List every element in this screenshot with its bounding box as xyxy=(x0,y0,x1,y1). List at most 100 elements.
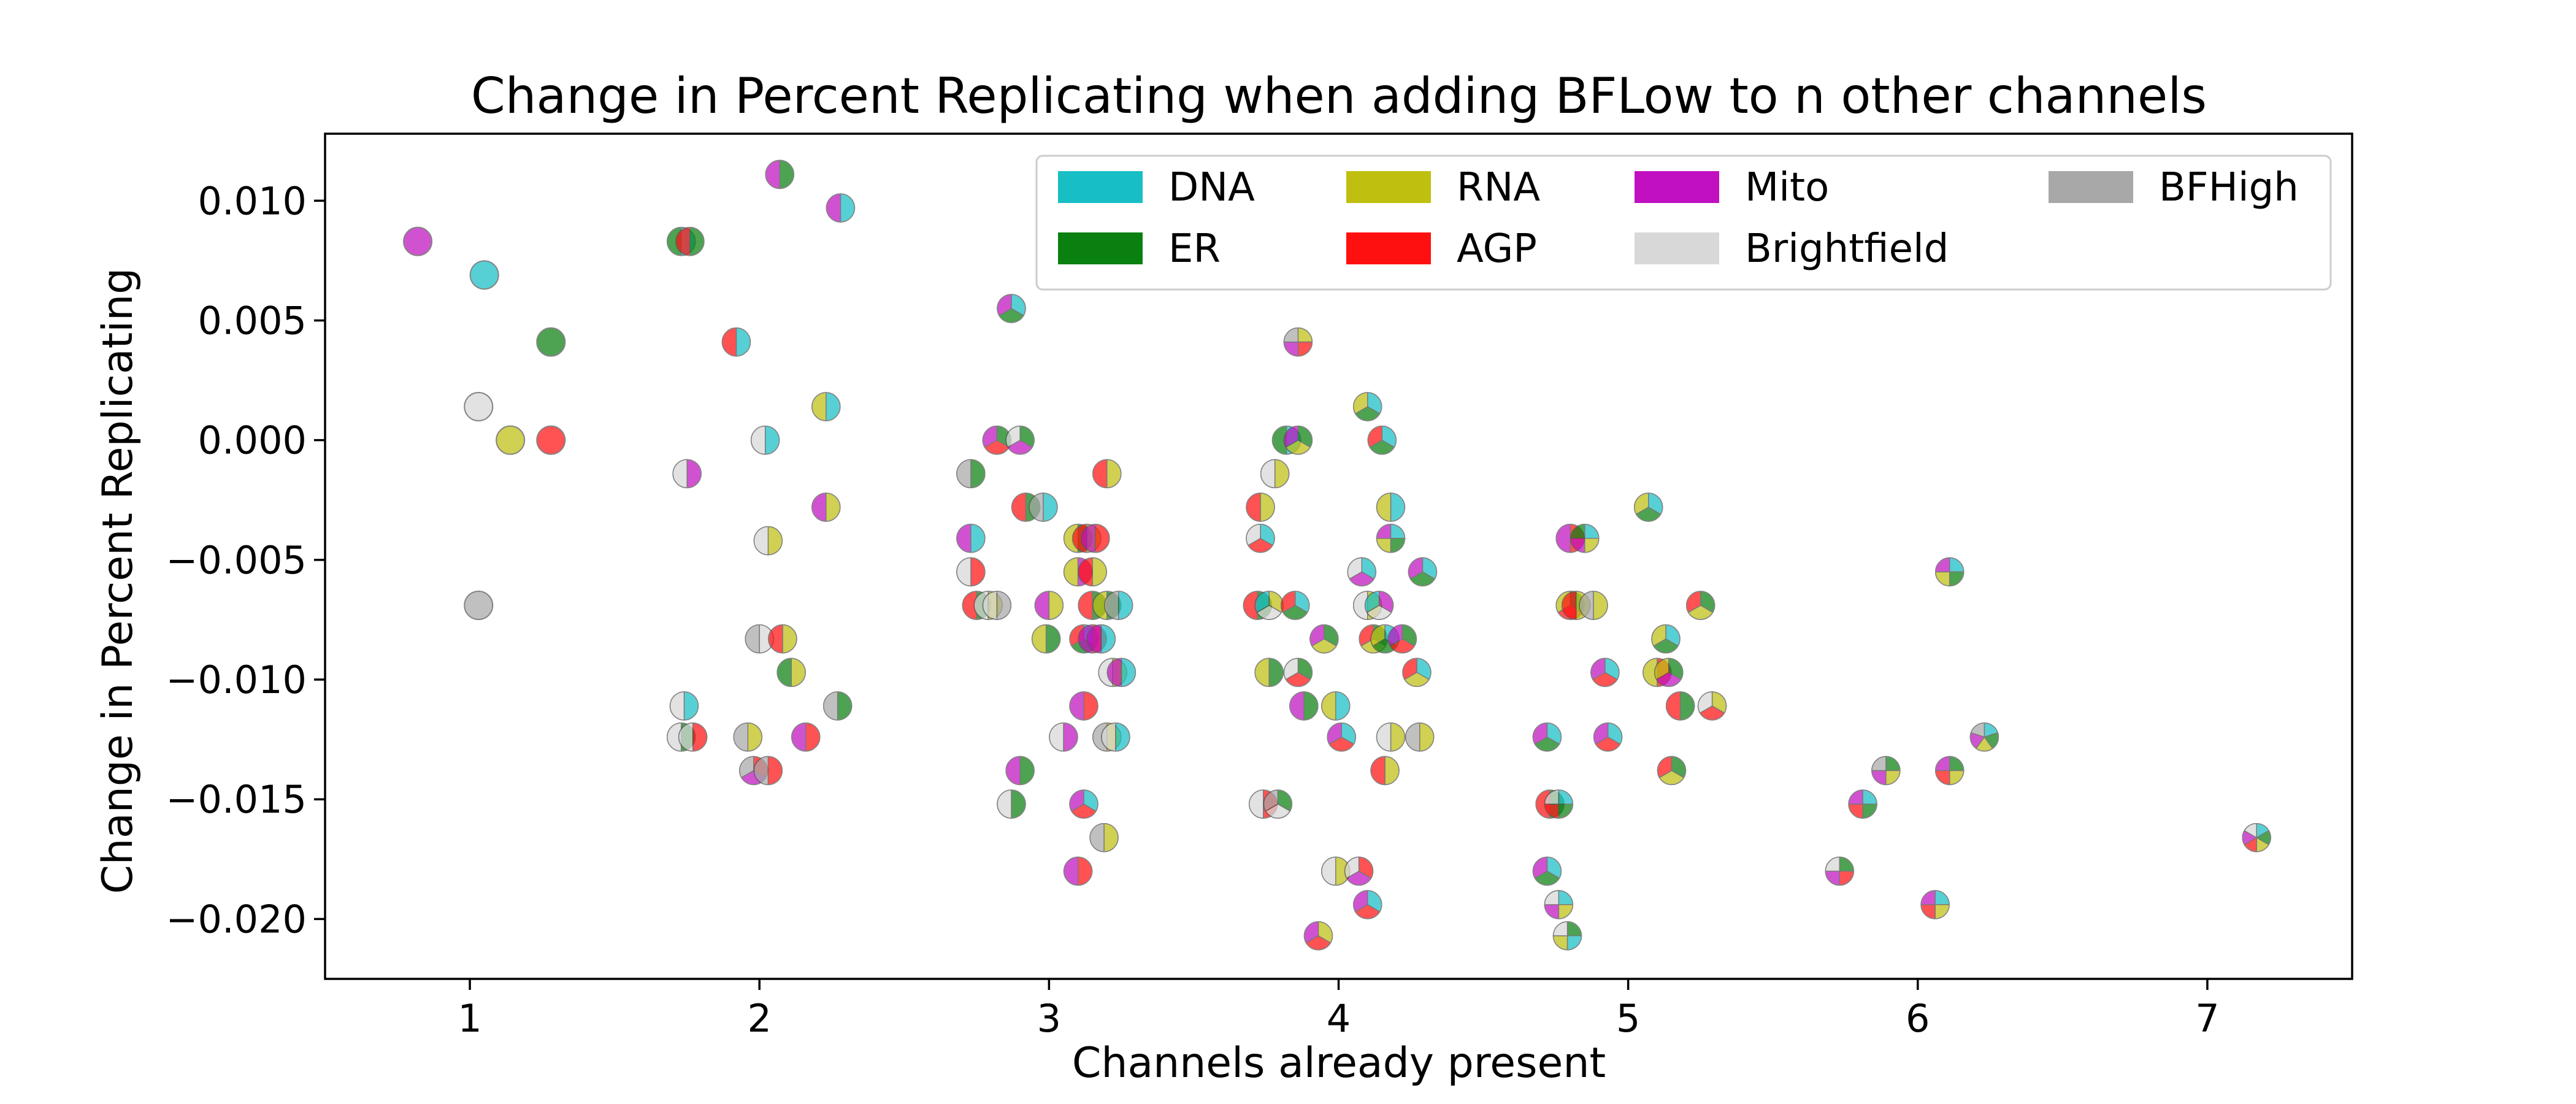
pie-slice xyxy=(1260,493,1275,522)
point-outline xyxy=(1089,822,1119,853)
data-point xyxy=(1086,624,1116,654)
pie-slice xyxy=(1260,459,1276,489)
point-outline xyxy=(1078,557,1107,587)
pie-slice xyxy=(1077,856,1093,886)
pie-slice xyxy=(768,624,783,654)
pie-slice xyxy=(683,691,699,721)
data-point xyxy=(1593,722,1623,752)
data-point xyxy=(1103,591,1133,620)
point-outline xyxy=(982,591,1012,620)
data-point xyxy=(464,392,494,422)
legend-label: BFHigh xyxy=(2159,165,2299,210)
pie-slice xyxy=(811,392,827,421)
pie-slice xyxy=(1384,756,1400,786)
pie-slice xyxy=(1078,591,1093,620)
point-outline xyxy=(1254,657,1284,688)
point-outline xyxy=(1283,657,1313,688)
pie-slice xyxy=(1666,691,1681,721)
data-point xyxy=(2242,822,2271,853)
point-outline xyxy=(1544,890,1574,919)
data-point xyxy=(1246,523,1275,553)
x-tick-label: 5 xyxy=(1616,996,1640,1041)
point-outline xyxy=(1347,557,1377,587)
pie-slice xyxy=(776,657,792,688)
point-outline xyxy=(1579,591,1608,620)
pie-slice xyxy=(689,226,705,256)
data-point xyxy=(1376,722,1406,752)
data-point xyxy=(1352,392,1382,421)
point-outline xyxy=(1280,591,1310,620)
point-outline xyxy=(1633,493,1663,522)
data-point xyxy=(1303,921,1333,951)
point-outline xyxy=(750,425,780,455)
data-point xyxy=(1825,856,1855,886)
legend-item: RNA xyxy=(1346,165,1540,210)
point-outline xyxy=(1289,691,1319,721)
chart-title: Change in Percent Replicating when addin… xyxy=(471,67,2207,125)
point-outline xyxy=(1263,789,1293,819)
point-outline xyxy=(1101,722,1130,752)
pie-slice xyxy=(464,392,494,422)
data-point xyxy=(1101,722,1130,752)
pie-slice xyxy=(1043,493,1058,522)
pie-slice xyxy=(747,723,762,752)
legend-label: DNA xyxy=(1168,165,1255,210)
pie-slice xyxy=(1083,691,1098,721)
pie-slice xyxy=(1390,723,1406,752)
y-tick-label: −0.020 xyxy=(166,897,307,941)
pie-slice xyxy=(956,524,972,553)
point-outline xyxy=(1283,327,1313,357)
data-point xyxy=(1254,657,1284,688)
pie-slice xyxy=(1370,756,1386,786)
point-outline xyxy=(768,624,797,654)
data-point xyxy=(1544,890,1574,919)
pie-slice xyxy=(686,459,702,489)
pie-slice xyxy=(464,591,494,621)
point-outline xyxy=(1376,722,1406,752)
data-point xyxy=(669,691,699,721)
pie-slice xyxy=(1092,557,1107,587)
data-point xyxy=(1081,523,1110,553)
pie-slice xyxy=(1246,493,1261,522)
pie-slice xyxy=(840,193,856,223)
data-point xyxy=(1697,691,1727,721)
data-point xyxy=(1934,756,1965,786)
data-point xyxy=(1069,789,1098,819)
pie-slice xyxy=(1303,691,1319,721)
data-point xyxy=(982,591,1012,620)
point-outline xyxy=(1029,493,1058,522)
point-outline xyxy=(1005,425,1035,455)
pie-slice xyxy=(1063,723,1078,752)
point-outline xyxy=(753,526,783,556)
pie-slice xyxy=(536,425,566,455)
data-point xyxy=(1934,557,1965,587)
point-outline xyxy=(753,756,783,786)
point-outline xyxy=(1309,624,1339,654)
point-outline xyxy=(1593,722,1623,752)
data-point xyxy=(1633,493,1663,522)
pie-slice xyxy=(735,327,751,357)
point-outline xyxy=(1246,493,1275,522)
legend-label: Mito xyxy=(1745,165,1829,210)
pie-slice xyxy=(403,226,433,256)
data-point xyxy=(1283,657,1313,688)
point-outline xyxy=(675,226,705,256)
pie-slice xyxy=(1106,459,1122,489)
point-outline xyxy=(1081,523,1110,553)
pie-slice xyxy=(745,624,760,654)
pie-slice xyxy=(1092,459,1108,489)
point-outline xyxy=(1402,657,1432,688)
legend-item: Mito xyxy=(1635,165,1829,210)
data-points xyxy=(403,159,2271,951)
point-outline xyxy=(1848,789,1877,819)
data-point xyxy=(1069,691,1098,721)
data-point xyxy=(496,425,526,455)
legend-label: Brightfield xyxy=(1745,226,1949,272)
data-point xyxy=(956,557,986,587)
point-outline xyxy=(669,691,699,721)
point-outline xyxy=(1246,523,1275,553)
x-tick-label: 3 xyxy=(1037,996,1061,1041)
point-outline xyxy=(997,789,1026,819)
data-point xyxy=(1309,624,1339,654)
